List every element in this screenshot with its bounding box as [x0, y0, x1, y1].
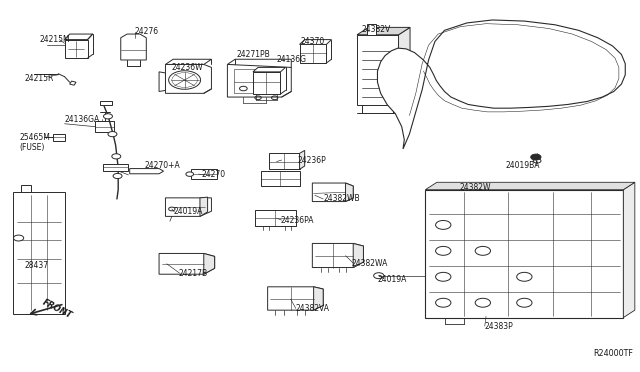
Text: 24019A: 24019A: [173, 208, 202, 217]
Circle shape: [516, 298, 532, 307]
Circle shape: [186, 172, 193, 176]
Polygon shape: [312, 183, 353, 202]
Polygon shape: [65, 39, 88, 58]
Polygon shape: [100, 101, 113, 105]
Text: 24270+A: 24270+A: [145, 161, 180, 170]
Circle shape: [531, 154, 541, 160]
Polygon shape: [13, 192, 65, 314]
Text: 24236PA: 24236PA: [280, 216, 314, 225]
Polygon shape: [312, 243, 364, 267]
Polygon shape: [65, 34, 93, 39]
Polygon shape: [623, 182, 635, 318]
Polygon shape: [21, 185, 31, 192]
Polygon shape: [159, 253, 214, 274]
Polygon shape: [353, 243, 364, 267]
Text: 24271PB: 24271PB: [237, 50, 271, 59]
Text: 24383P: 24383P: [484, 321, 513, 331]
Text: 24136G: 24136G: [276, 55, 307, 64]
Polygon shape: [159, 72, 166, 92]
Polygon shape: [300, 150, 305, 169]
Polygon shape: [269, 153, 300, 169]
Circle shape: [436, 272, 451, 281]
Polygon shape: [70, 81, 76, 85]
Circle shape: [169, 207, 175, 211]
Circle shape: [112, 154, 121, 159]
Circle shape: [108, 132, 117, 137]
Circle shape: [169, 71, 200, 89]
Polygon shape: [95, 121, 115, 132]
Text: R24000TF: R24000TF: [593, 349, 633, 358]
Circle shape: [533, 158, 541, 163]
Text: 24382WA: 24382WA: [352, 259, 388, 268]
Polygon shape: [367, 24, 376, 35]
Polygon shape: [227, 59, 291, 67]
Circle shape: [113, 173, 122, 179]
Text: 24019A: 24019A: [378, 275, 407, 284]
Polygon shape: [426, 190, 623, 318]
Circle shape: [13, 235, 24, 241]
Text: 24019BA: 24019BA: [505, 161, 540, 170]
Polygon shape: [166, 59, 211, 64]
Text: (FUSE): (FUSE): [20, 142, 45, 151]
Polygon shape: [378, 20, 625, 149]
Polygon shape: [261, 171, 300, 186]
Polygon shape: [300, 39, 332, 44]
Polygon shape: [399, 28, 410, 105]
Circle shape: [436, 246, 451, 255]
Circle shape: [516, 272, 532, 281]
Polygon shape: [166, 198, 211, 217]
Text: 24236W: 24236W: [172, 63, 204, 72]
Polygon shape: [204, 253, 214, 274]
Text: 28437: 28437: [25, 261, 49, 270]
Polygon shape: [253, 67, 285, 72]
Text: 24236P: 24236P: [298, 155, 326, 164]
Polygon shape: [121, 34, 147, 60]
Polygon shape: [53, 134, 65, 141]
Circle shape: [104, 114, 113, 119]
Polygon shape: [314, 287, 323, 310]
Text: 24276: 24276: [135, 26, 159, 36]
Polygon shape: [357, 28, 410, 35]
Circle shape: [436, 221, 451, 230]
Polygon shape: [300, 44, 326, 63]
Polygon shape: [253, 72, 280, 94]
Polygon shape: [103, 164, 129, 171]
Text: 24382V: 24382V: [362, 25, 391, 34]
Polygon shape: [191, 169, 216, 179]
Circle shape: [475, 246, 490, 255]
Text: 24370: 24370: [301, 37, 325, 46]
Polygon shape: [255, 210, 296, 226]
Text: 24270: 24270: [202, 170, 226, 179]
Polygon shape: [268, 287, 323, 310]
Text: 24382W: 24382W: [460, 183, 491, 192]
Polygon shape: [357, 35, 399, 105]
Text: 24217B: 24217B: [178, 269, 207, 278]
Text: 24215M: 24215M: [39, 35, 70, 44]
Polygon shape: [426, 182, 635, 190]
Text: 24136GA: 24136GA: [65, 115, 100, 124]
Circle shape: [475, 298, 490, 307]
Polygon shape: [346, 183, 353, 202]
Polygon shape: [200, 197, 207, 217]
Text: 24382VA: 24382VA: [296, 304, 330, 313]
Circle shape: [374, 273, 384, 279]
Polygon shape: [227, 64, 291, 97]
Text: 24382WB: 24382WB: [323, 195, 360, 203]
Text: 25465M: 25465M: [20, 133, 51, 142]
Polygon shape: [166, 64, 211, 93]
Circle shape: [436, 298, 451, 307]
Text: 24215R: 24215R: [25, 74, 54, 83]
Text: FRONT: FRONT: [40, 298, 73, 320]
Polygon shape: [130, 169, 164, 174]
